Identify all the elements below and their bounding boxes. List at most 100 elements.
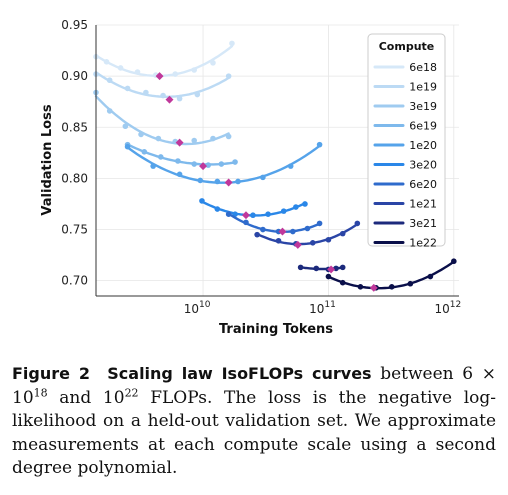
minimum-marker-3e21	[327, 265, 336, 274]
x-tick-exponent: 11	[324, 300, 335, 310]
caption-between: between 6 × 10	[12, 364, 496, 408]
series-6e20	[225, 211, 323, 236]
data-point-6e19	[141, 149, 148, 155]
data-point-6e19	[205, 162, 212, 168]
data-point-3e19	[210, 135, 216, 142]
data-point-6e20	[304, 225, 311, 232]
x-tick-label: 1011	[309, 300, 336, 316]
series-layer	[93, 40, 457, 292]
data-point-6e19	[157, 154, 164, 160]
legend-label-1e21: 1e21	[409, 198, 437, 211]
y-tick-label: 0.85	[61, 120, 88, 134]
x-tick-exponent: 10	[199, 300, 211, 310]
x-tick-base: 10	[309, 302, 324, 316]
data-point-3e19	[138, 131, 144, 138]
data-point-1e20	[287, 163, 294, 169]
data-point-3e20	[265, 211, 271, 217]
data-point-1e21	[354, 220, 361, 227]
caption-exp2: 22	[124, 385, 139, 399]
series-6e19	[124, 141, 238, 171]
data-point-1e22	[407, 280, 414, 287]
minimum-marker-1e22	[369, 283, 378, 292]
data-point-6e20	[243, 219, 249, 226]
data-point-1e22	[451, 258, 457, 265]
minimum-marker-6e19	[199, 162, 208, 171]
data-point-1e21	[254, 231, 260, 238]
series-1e22	[325, 258, 457, 292]
data-point-3e20	[199, 198, 205, 204]
caption-label: Figure 2	[12, 364, 90, 383]
data-point-6e20	[290, 228, 296, 235]
data-point-6e18	[191, 67, 198, 73]
data-point-1e19	[194, 91, 201, 98]
caption-text: FLOPs. The loss is the negative log-like…	[12, 387, 496, 479]
figure-caption: Figure 2 Scaling law IsoFLOPs curves bet…	[12, 362, 496, 481]
data-point-1e20	[316, 141, 323, 148]
series-6e18	[93, 40, 235, 81]
data-point-1e22	[339, 279, 346, 286]
data-point-3e19	[155, 135, 162, 142]
data-point-6e20	[225, 211, 232, 217]
data-point-1e20	[176, 171, 183, 178]
series-3e21	[297, 264, 346, 274]
minimum-marker-6e20	[278, 227, 287, 236]
minimum-marker-3e20	[242, 211, 250, 220]
data-point-1e20	[260, 174, 266, 181]
x-axis-title: Training Tokens	[219, 322, 333, 337]
minimum-marker-6e18	[155, 72, 164, 81]
data-point-1e19	[143, 89, 149, 96]
data-point-6e18	[229, 40, 235, 47]
caption-exp1: 18	[33, 385, 48, 399]
data-point-6e18	[134, 69, 141, 75]
y-axis-title: Validation Loss	[40, 104, 55, 215]
legend-label-3e21: 3e21	[409, 217, 437, 230]
x-tick-exponent: 12	[450, 300, 461, 310]
data-point-1e19	[176, 95, 183, 102]
data-point-3e21	[339, 264, 346, 271]
data-point-3e20	[214, 206, 221, 212]
data-point-6e20	[260, 226, 266, 233]
data-point-6e19	[232, 159, 238, 165]
legend-label-1e22: 1e22	[409, 237, 437, 250]
caption-title: Scaling law IsoFLOPs curves	[107, 364, 372, 383]
data-point-3e19	[106, 108, 113, 114]
data-point-1e21	[325, 236, 332, 243]
data-point-1e21	[309, 240, 316, 246]
data-point-3e20	[250, 212, 256, 219]
y-tick-label: 0.95	[61, 18, 88, 32]
legend-label-1e19: 1e19	[409, 81, 437, 94]
data-point-1e19	[106, 77, 113, 84]
minimum-marker-3e19	[175, 138, 184, 147]
series-3e20	[199, 198, 308, 220]
data-point-1e22	[325, 273, 332, 280]
x-tick-base: 10	[184, 302, 199, 316]
data-point-1e21	[275, 237, 282, 244]
data-point-6e18	[210, 60, 216, 66]
data-point-1e22	[357, 283, 364, 290]
y-tick-label: 0.70	[61, 274, 88, 288]
data-point-1e19	[160, 92, 166, 99]
data-point-1e19	[124, 85, 131, 92]
data-point-1e20	[124, 143, 131, 150]
legend-label-3e20: 3e20	[409, 159, 437, 172]
data-point-1e20	[150, 163, 156, 169]
data-point-1e21	[339, 230, 346, 237]
legend-label-6e20: 6e20	[409, 178, 437, 191]
data-point-3e19	[122, 123, 129, 130]
x-tick-label: 1012	[434, 300, 461, 316]
data-point-6e18	[117, 65, 124, 71]
fit-curve-1e20	[126, 144, 321, 184]
minimum-marker-1e21	[293, 240, 302, 249]
data-point-3e20	[302, 201, 308, 207]
legend-label-6e19: 6e19	[409, 120, 437, 133]
data-point-3e20	[280, 208, 287, 214]
data-point-1e20	[214, 178, 221, 185]
data-point-1e20	[197, 177, 204, 184]
data-point-3e21	[313, 265, 320, 272]
legend-label-3e19: 3e19	[409, 100, 437, 113]
data-point-6e19	[191, 161, 198, 167]
data-point-3e20	[293, 204, 299, 210]
data-point-3e21	[297, 264, 304, 271]
